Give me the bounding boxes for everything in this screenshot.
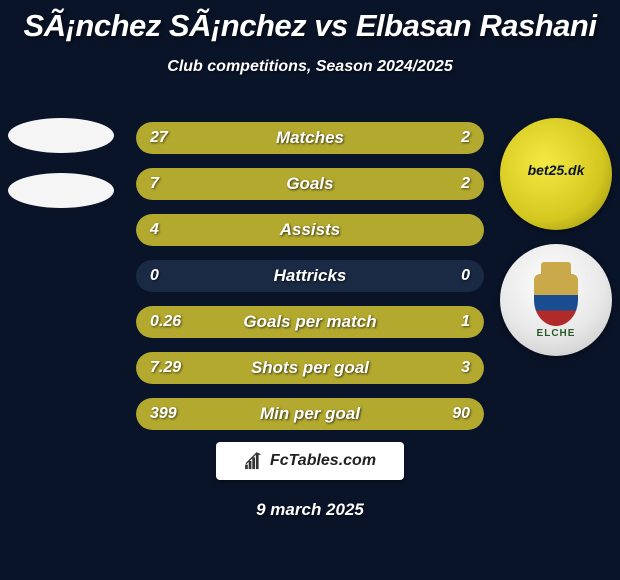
fctables-label: FcTables.com <box>270 452 376 470</box>
stat-label: Assists <box>136 220 484 240</box>
stat-label: Hattricks <box>136 266 484 286</box>
fctables-watermark: FcTables.com <box>216 442 404 480</box>
badge-elche-label: ELCHE <box>537 328 576 339</box>
stat-row: 7Goals2 <box>136 168 484 200</box>
stat-value-right: 1 <box>461 313 470 331</box>
right-badge-bet25: bet25.dk <box>500 118 612 230</box>
stat-row: 0Hattricks0 <box>136 260 484 292</box>
right-badge-elche: ELCHE <box>500 244 612 356</box>
stat-value-right: 90 <box>452 405 470 423</box>
stat-value-right: 2 <box>461 175 470 193</box>
left-player-badges <box>8 118 114 228</box>
stat-row: 27Matches2 <box>136 122 484 154</box>
stat-label: Min per goal <box>136 404 484 424</box>
stat-value-right: 0 <box>461 267 470 285</box>
stat-value-right: 3 <box>461 359 470 377</box>
stat-label: Goals per match <box>136 312 484 332</box>
stat-row: 4Assists <box>136 214 484 246</box>
comparison-date: 9 march 2025 <box>256 500 364 520</box>
stat-row: 399Min per goal90 <box>136 398 484 430</box>
stat-row: 7.29Shots per goal3 <box>136 352 484 384</box>
comparison-title: SÃ¡nchez SÃ¡nchez vs Elbasan Rashani <box>0 0 620 44</box>
stat-row: 0.26Goals per match1 <box>136 306 484 338</box>
comparison-subtitle: Club competitions, Season 2024/2025 <box>0 58 620 76</box>
stat-label: Goals <box>136 174 484 194</box>
elche-crest-icon <box>534 274 578 326</box>
left-badge-placeholder <box>8 173 114 208</box>
badge-bet25-label: bet25.dk <box>528 162 585 178</box>
right-player-badges: bet25.dk ELCHE <box>500 118 612 370</box>
stat-label: Matches <box>136 128 484 148</box>
fctables-logo-icon <box>244 452 266 470</box>
stat-value-right: 2 <box>461 129 470 147</box>
left-badge-placeholder <box>8 118 114 153</box>
stat-label: Shots per goal <box>136 358 484 378</box>
stats-container: 27Matches2 7Goals2 4Assists 0Hattricks0 0.26… <box>136 122 484 444</box>
